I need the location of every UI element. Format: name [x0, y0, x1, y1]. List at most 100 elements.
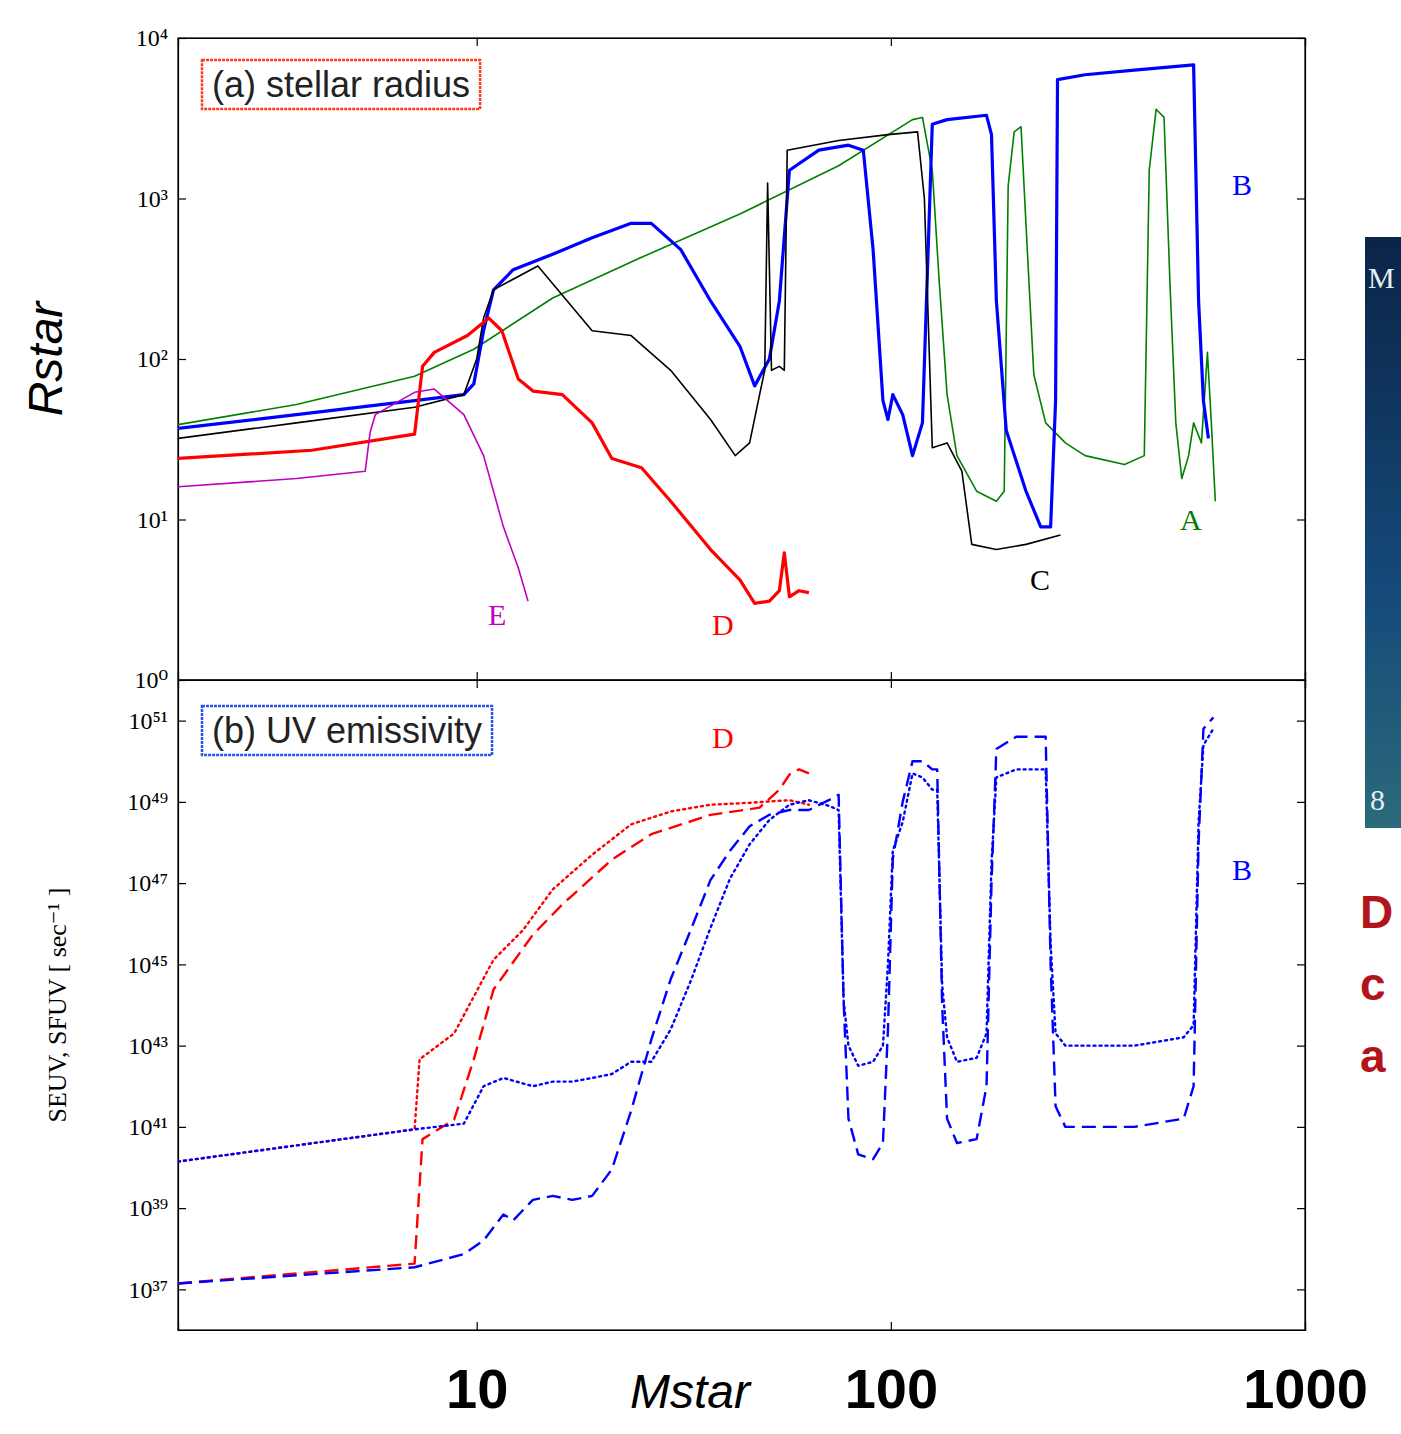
axis-line [179, 1322, 1306, 1331]
tick [1297, 1289, 1305, 1290]
tick-mark [1297, 964, 1305, 965]
tick: 10² [137, 346, 186, 372]
tick-mark [477, 1322, 478, 1330]
tick-mark [178, 1046, 186, 1047]
xticks-axis [179, 672, 1306, 681]
tick: 10³⁷ [128, 1277, 186, 1303]
tick-label: 100 [845, 1357, 938, 1420]
tick-mark [178, 198, 186, 199]
tick: 10³⁹ [128, 1195, 186, 1221]
curve [178, 729, 1213, 1162]
curve [178, 65, 1208, 527]
tick-label: 10⁵¹ [128, 708, 168, 734]
panel: 10 100 1000 10³⁷ 10³⁹ 10⁴¹ 10⁴³ 10⁴⁵ 10⁴⁷ 10⁴⁹ 10⁵… [43, 680, 1368, 1420]
panel-title: (a) stellar radius [212, 64, 470, 105]
panel: 10⁰10¹10²10³10⁴ABCDE(a) stellar radiusRs… [19, 25, 1306, 693]
tick: 10⁴⁷ [127, 870, 186, 896]
tick-label: 10³⁹ [128, 1195, 168, 1221]
plot-area [178, 65, 1215, 604]
tick: 10⁴¹ [128, 1114, 186, 1140]
tick-mark [477, 680, 478, 688]
curve [178, 769, 809, 1283]
tick-mark [178, 964, 186, 965]
curve [178, 389, 528, 601]
side-image [1365, 237, 1401, 828]
curve [178, 318, 809, 603]
side-caption: a [1360, 1030, 1386, 1082]
tick: 10⁴⁹ [127, 789, 186, 815]
tick-label: 10³ [137, 186, 168, 212]
side-caption: D [1360, 886, 1393, 938]
curve [178, 800, 809, 1161]
x-axis-title: Mstar [630, 1365, 752, 1418]
tick-mark [178, 38, 186, 39]
tick-label: 10⁴¹ [128, 1114, 168, 1140]
annotation: D [712, 721, 734, 754]
curve-label: E [488, 598, 506, 631]
tick-mark [1297, 38, 1305, 39]
tick-mark [1297, 359, 1305, 360]
tick-mark [1297, 802, 1305, 803]
side-fragment: M8Dca [1360, 237, 1401, 1082]
curve-label: C [1030, 563, 1050, 596]
y-axis-title: Rstar [19, 300, 72, 417]
tick: 10³ [137, 186, 186, 212]
tick-label: 10⁰ [134, 667, 168, 693]
tick-label: 10³⁷ [128, 1277, 168, 1303]
tick [1297, 359, 1305, 360]
panel-title: (b) UV emissivity [212, 710, 482, 751]
plot-frame [178, 38, 1305, 680]
tick-mark [477, 672, 478, 680]
tick: 10⁴ [136, 25, 186, 51]
title-box [202, 60, 480, 109]
tick: 10⁴⁵ [127, 952, 186, 978]
xticks-axis: 10 100 1000 [179, 1322, 1368, 1420]
tick: 10⁵¹ [128, 708, 186, 734]
tick [477, 680, 478, 688]
tick [891, 672, 892, 680]
tick [1297, 964, 1305, 965]
tick-label: 10⁴³ [128, 1033, 168, 1059]
axis-line [179, 39, 187, 681]
tick-mark [178, 802, 186, 803]
tick-mark [1297, 519, 1305, 520]
curve [178, 717, 1213, 1283]
tick-label: 10⁴⁵ [127, 952, 168, 978]
tick [1297, 38, 1305, 39]
xticks-axis [179, 38, 1306, 46]
tick-mark [891, 1322, 892, 1330]
tick-mark [891, 680, 892, 688]
y-axis-title: SEUV, SFUV [ sec⁻¹ ] [43, 887, 72, 1122]
tick-mark [1297, 1046, 1305, 1047]
tick [1297, 1046, 1305, 1047]
yticks-axis: 10³⁷ 10³⁹ 10⁴¹ 10⁴³ 10⁴⁵ 10⁴⁷ 10⁴⁹ 10⁵¹ [127, 681, 186, 1331]
axis-line [179, 681, 187, 1331]
tick-mark [891, 38, 892, 46]
tick [1297, 1208, 1305, 1209]
tick-label: 10² [137, 346, 168, 372]
axis-line [179, 39, 1306, 47]
curve-label: A [1180, 503, 1202, 536]
chart-canvas: 10⁰ 10¹ 10² 10³ 10⁴ A B C D E (a) stellar radius Rs… [0, 0, 1401, 1434]
yticks-axis: 10⁰ 10¹ 10² 10³ 10⁴ [134, 25, 186, 693]
tick [1297, 520, 1305, 521]
side-image-text: M [1368, 261, 1395, 294]
tick-mark [178, 1289, 186, 1290]
curve-label: D [712, 608, 734, 641]
tick-label: 1000 [1243, 1357, 1368, 1420]
tick-label: 10 [446, 1357, 508, 1420]
tick [1297, 1127, 1305, 1128]
tick: 100 [845, 1322, 938, 1420]
annotation: B [1232, 853, 1252, 886]
tick-mark [178, 359, 186, 360]
tick-label: 10¹ [137, 507, 168, 533]
tick-mark [1297, 721, 1305, 722]
tick-mark [1297, 198, 1305, 199]
tick [1297, 199, 1305, 200]
tick-mark [477, 38, 478, 46]
tick: 1000 [1243, 1322, 1368, 1420]
tick [1297, 883, 1305, 884]
tick-mark [178, 1127, 186, 1128]
tick [891, 38, 892, 46]
curve [178, 109, 1215, 501]
